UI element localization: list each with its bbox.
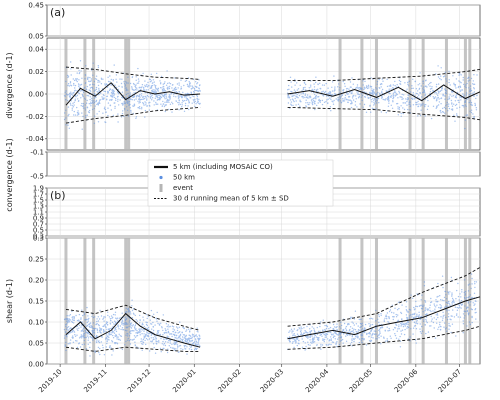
running-mean-sd-line — [287, 68, 481, 82]
event-bar — [127, 238, 131, 364]
x-tick-label: 2020-05 — [348, 368, 374, 394]
event-bar — [421, 38, 425, 150]
y-tick-label: 0.20 — [28, 276, 44, 284]
y-tick-label: 1.1 — [33, 208, 44, 216]
y-tick-label: 0.04 — [28, 46, 44, 54]
event-bar — [468, 38, 472, 150]
legend-label: 5 km (including MOSAiC CO) — [173, 163, 273, 171]
y-axis-label-shear: shear (d-1) — [5, 279, 14, 323]
x-tick-label: 2019-12 — [126, 368, 152, 394]
event-bar — [360, 238, 364, 364]
running-mean-sd-line — [65, 304, 201, 331]
y-tick-label: 0.05 — [28, 32, 44, 40]
legend-label: 50 km — [173, 174, 195, 182]
legend-box — [147, 159, 334, 207]
event-bar — [92, 38, 96, 150]
running-mean-sd-line — [65, 346, 201, 352]
running-mean-sd-line — [287, 325, 481, 350]
running-mean-sd-line — [65, 106, 201, 124]
event-bar — [83, 38, 87, 150]
y-tick-label: 1.7 — [33, 190, 44, 198]
panel-label-1: (a) — [50, 6, 65, 19]
line-5km-series — [65, 82, 201, 106]
running-mean-sd-line — [287, 267, 481, 327]
x-tick-label: 2020-07 — [437, 368, 463, 394]
y-tick-label: 0.25 — [28, 255, 44, 263]
event-bar — [444, 238, 448, 364]
y-tick-label: 0.3 — [33, 234, 44, 242]
panel-1-segment-1-frame — [46, 4, 481, 37]
event-bar — [127, 38, 131, 150]
x-tick-label: 2020-04 — [304, 367, 331, 394]
y-tick-label: 0.9 — [33, 214, 44, 222]
y-tick-label: 0.00 — [28, 360, 44, 368]
x-tick-label: 2019-11 — [82, 368, 108, 394]
y-tick-label: -0.5 — [30, 172, 44, 180]
y-axis-label-divergence: divergence (d-1) — [5, 52, 14, 118]
x-tick-label: 2019-10 — [37, 368, 63, 394]
event-bar — [92, 238, 96, 364]
y-tick-label: 0.15 — [28, 297, 44, 305]
y-tick-label: 0.7 — [33, 220, 44, 228]
y-tick-label: 0.3 — [33, 232, 44, 240]
y-tick-label: -0.02 — [26, 113, 44, 121]
y-tick-label: 0.5 — [33, 226, 44, 234]
legend-marker-50km — [159, 175, 163, 180]
running-mean-sd-line — [287, 106, 481, 121]
event-bar — [408, 238, 412, 364]
legend-marker-event — [159, 184, 163, 192]
y-tick-label: -0.04 — [26, 135, 45, 143]
event-bar — [338, 238, 342, 364]
event-bar — [124, 238, 128, 364]
x-tick-label: 2020-02 — [217, 368, 243, 394]
x-tick-label: 2020-06 — [393, 367, 420, 394]
line-5km-series — [287, 296, 481, 340]
y-tick-label: 1.3 — [33, 202, 44, 210]
event-bar — [463, 38, 467, 150]
y-tick-label: 1.5 — [33, 196, 44, 204]
panel-label-2: (b) — [50, 189, 66, 202]
line-5km-series — [287, 84, 481, 102]
line-5km-series — [65, 312, 201, 348]
legend-label: 30 d running mean of 5 km ± SD — [173, 195, 289, 203]
y-tick-label: 0.02 — [28, 68, 44, 76]
event-bar — [468, 238, 472, 364]
y-tick-label: 0.45 — [28, 1, 44, 9]
y-tick-label: -0.1 — [30, 148, 44, 156]
x-tick-label: 2020-03 — [259, 368, 285, 394]
y-tick-label: 1.9 — [33, 184, 44, 192]
event-bar — [124, 38, 128, 150]
y-tick-label: 0.10 — [28, 318, 44, 326]
event-bar — [421, 238, 425, 364]
y-axis-label-convergence: convergence (d-1) — [5, 138, 14, 211]
running-mean-sd-line — [65, 66, 201, 80]
y-tick-label: 0.05 — [28, 339, 44, 347]
event-bar — [374, 238, 378, 364]
event-bar — [64, 238, 68, 364]
scatter-50km-points — [63, 60, 478, 130]
event-bar — [83, 238, 87, 364]
x-tick-label: 2020-01 — [171, 368, 197, 394]
y-tick-label: 0.00 — [28, 90, 44, 98]
legend-label: event — [173, 184, 193, 192]
